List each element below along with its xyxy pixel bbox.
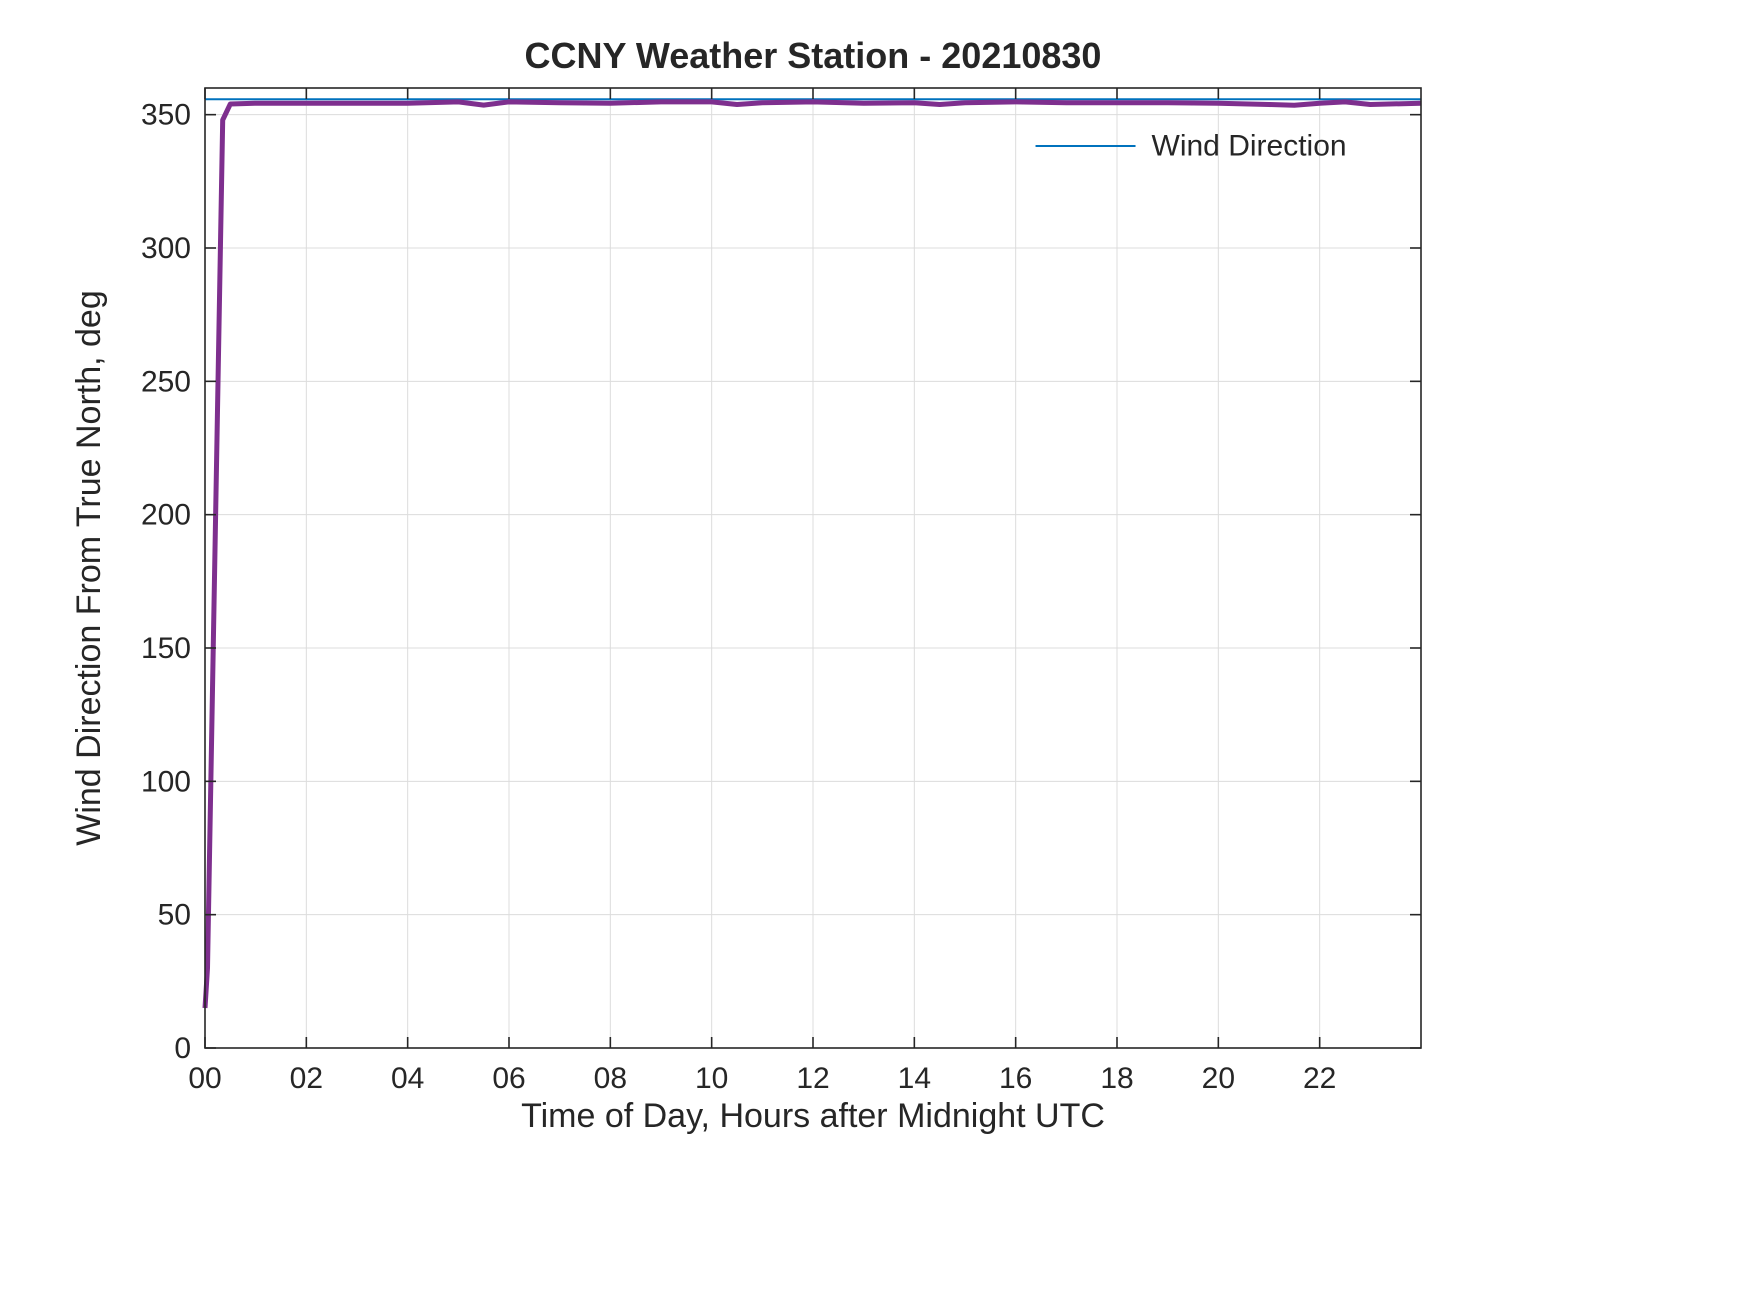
x-tick-label: 06 [492, 1062, 525, 1095]
x-axis-label: Time of Day, Hours after Midnight UTC [521, 1097, 1105, 1135]
x-tick-label: 02 [290, 1062, 323, 1095]
x-tick-label: 08 [594, 1062, 627, 1095]
x-tick-label: 00 [188, 1062, 221, 1095]
x-tick-label: 10 [695, 1062, 728, 1095]
y-tick-label: 250 [141, 365, 191, 398]
series-line-1 [202, 99, 1422, 1009]
y-tick-label: 300 [141, 232, 191, 265]
legend: Wind Direction [1035, 130, 1347, 163]
x-tick-label: 18 [1100, 1062, 1133, 1095]
y-tick-label: 200 [141, 499, 191, 532]
y-tick-label: 0 [174, 1032, 191, 1065]
y-tick-label: 100 [141, 765, 191, 798]
chart-title: CCNY Weather Station - 20210830 [525, 35, 1102, 76]
x-tick-label: 20 [1202, 1062, 1235, 1095]
grid-layer [204, 88, 1421, 1049]
y-tick-label: 50 [158, 899, 191, 932]
tick-layer [204, 88, 1421, 1049]
x-tick-label: 04 [391, 1062, 424, 1095]
y-tick-label: 350 [141, 99, 191, 132]
x-tick-label: 14 [898, 1062, 931, 1095]
y-axis-label: Wind Direction From True North, deg [70, 290, 108, 846]
x-tick-label: 16 [999, 1062, 1032, 1095]
legend-label: Wind Direction [1152, 130, 1347, 163]
x-tick-label: 22 [1303, 1062, 1336, 1095]
y-tick-label: 150 [141, 632, 191, 665]
x-tick-label: 12 [796, 1062, 829, 1095]
series-layer [202, 98, 1422, 1009]
tick-label-layer: 00 02 04 06 08 10 12 14 16 18 20 22 0 50 100 150 200 250 3… [141, 99, 1336, 1095]
